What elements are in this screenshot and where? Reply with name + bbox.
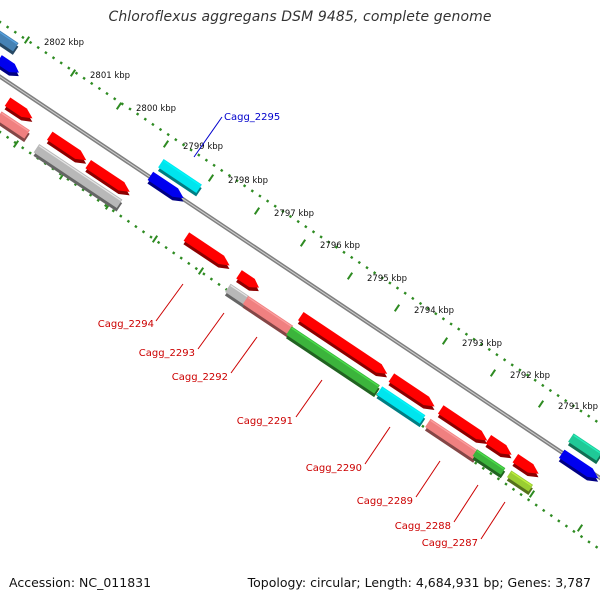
kbp-tick-label: 2792 kbp — [510, 371, 550, 381]
feature-reverse — [4, 97, 33, 122]
kbp-tick-label: 2800 kbp — [136, 104, 176, 114]
inner-ruler-tick — [528, 490, 536, 498]
gene-label-cagg-2287[interactable]: Cagg_2287 — [422, 538, 478, 549]
cagg-2294-feature — [183, 232, 230, 269]
kbp-tick-label: 2796 kbp — [320, 241, 360, 251]
gene-leader-line — [197, 312, 225, 350]
feature-reverse — [33, 144, 123, 212]
gene-leader-line — [453, 484, 479, 523]
kbp-tick-mark — [299, 239, 307, 247]
feature-reverse — [0, 111, 30, 143]
cagg-2287-feature — [506, 470, 534, 496]
feature-reverse — [388, 373, 435, 410]
inner-ruler-tick — [151, 235, 159, 243]
gene-labels: Cagg_2295 Cagg_2294 Cagg_2293 Cagg_2292 Cagg… — [98, 112, 506, 549]
kbp-tick-mark — [207, 174, 215, 182]
gene-label-cagg-2290[interactable]: Cagg_2290 — [306, 463, 362, 474]
kbp-tick-label: 2793 kbp — [462, 339, 502, 349]
gene-label-cagg-2292[interactable]: Cagg_2292 — [172, 372, 228, 383]
kbp-ruler: 2802 kbp 2801 kbp 2800 kbp 2799 kbp 2798 kbp… — [0, 20, 599, 549]
feature-reverse — [236, 270, 259, 292]
cagg-2289-feature — [424, 418, 479, 463]
cagg-2290-feature — [376, 386, 426, 428]
cagg-2291-feature — [285, 326, 380, 398]
inner-ruler-tick — [12, 140, 20, 148]
feature-reverse — [485, 435, 512, 459]
gene-features — [0, 28, 600, 496]
backbone-line — [0, 74, 600, 481]
feature-forward — [558, 449, 599, 482]
cagg-2293-feature — [224, 283, 249, 308]
kbp-tick-mark — [537, 400, 545, 408]
accession-text: Accession: NC_011831 — [9, 575, 152, 590]
kbp-tick-mark — [393, 304, 401, 312]
cagg-2292-feature — [242, 295, 294, 338]
genome-backbone — [0, 74, 600, 481]
gene-label-cagg-2295[interactable]: Cagg_2295 — [224, 112, 280, 123]
outer-ruler-dots — [0, 20, 598, 423]
gene-label-cagg-2291[interactable]: Cagg_2291 — [237, 416, 293, 427]
kbp-tick-mark — [346, 272, 354, 280]
feature-reverse — [512, 454, 539, 478]
cagg-2288-feature — [472, 449, 506, 479]
map-title: Chloroflexus aggregans DSM 9485, complet… — [108, 9, 492, 25]
feature-forward — [0, 28, 19, 55]
kbp-tick-label: 2795 kbp — [367, 274, 407, 284]
gene-label-cagg-2293[interactable]: Cagg_2293 — [139, 348, 195, 359]
gene-label-cagg-2289[interactable]: Cagg_2289 — [357, 496, 413, 507]
kbp-tick-mark — [162, 140, 170, 148]
feature-forward — [147, 171, 184, 202]
backbone-highlight — [0, 76, 600, 479]
inner-ruler-tick — [197, 267, 205, 275]
genome-summary-text: Topology: circular; Length: 4,684,931 bp… — [247, 575, 591, 590]
gene-leader-line — [295, 379, 323, 418]
gene-leader-line — [155, 283, 184, 322]
gene-leader-line — [415, 460, 441, 498]
gene-label-cagg-2294[interactable]: Cagg_2294 — [98, 319, 154, 330]
kbp-tick-mark — [23, 36, 31, 44]
kbp-tick-mark — [489, 369, 497, 377]
kbp-tick-label: 2801 kbp — [90, 71, 130, 81]
feature-reverse — [437, 405, 488, 445]
feature-reverse — [297, 311, 388, 378]
kbp-tick-label: 2799 kbp — [183, 142, 223, 152]
kbp-tick-label: 2791 kbp — [558, 402, 598, 412]
feature-forward — [0, 55, 19, 77]
gene-leader-line — [230, 336, 258, 374]
gene-label-cagg-2288[interactable]: Cagg_2288 — [395, 521, 451, 532]
kbp-tick-mark — [441, 337, 449, 345]
kbp-tick-mark — [253, 207, 261, 215]
feature-forward — [567, 433, 600, 465]
kbp-tick-label: 2797 kbp — [274, 209, 314, 219]
kbp-tick-mark — [69, 69, 77, 77]
kbp-tick-label: 2798 kbp — [228, 176, 268, 186]
gene-leader-line — [480, 501, 506, 540]
gene-leader-line — [364, 426, 391, 465]
feature-reverse — [85, 159, 130, 196]
inner-ruler-tick — [576, 524, 584, 532]
cagg-2295-feature — [157, 159, 202, 197]
kbp-tick-label: 2794 kbp — [414, 306, 454, 316]
feature-reverse — [46, 131, 87, 164]
gene-leader-line — [193, 116, 223, 158]
kbp-tick-mark — [115, 102, 123, 110]
kbp-tick-label: 2802 kbp — [44, 38, 84, 48]
